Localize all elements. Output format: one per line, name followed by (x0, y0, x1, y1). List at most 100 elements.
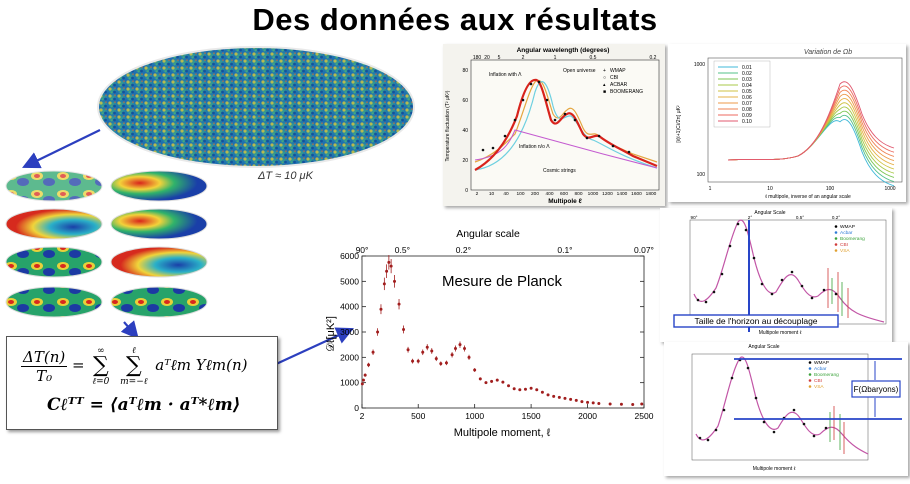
planck-point (597, 401, 601, 405)
planck-point (490, 379, 494, 383)
theory-spectrum-panel: Angular wavelength (degrees) 180 20 5 2 1 0.5… (443, 44, 665, 206)
planck-point (363, 373, 367, 377)
arrow-harmonics-to-formula (120, 320, 139, 340)
planck-point (619, 402, 623, 406)
theory-y-ticks: 0 20 40 60 80 (462, 68, 468, 194)
cl-definition: Cℓᵀᵀ = ⟨aᵀℓm · aᵀ*ℓm⟩ (47, 395, 241, 415)
legend-marker (808, 379, 812, 382)
omega-y-tick-label: 1000 (694, 62, 705, 68)
legend-label: WMAP (840, 224, 855, 230)
omega-legend-label: 0.02 (742, 71, 752, 77)
harmonics-grid (5, 170, 208, 318)
planck-top-tick-label: 0.07° (634, 245, 654, 255)
theory-y-tick-label: 40 (462, 128, 468, 134)
lhs-numerator: ΔT(n) (21, 347, 68, 367)
omega-legend-label: 0.04 (742, 83, 752, 89)
planck-point (444, 361, 448, 365)
omega-legend-label: 0.10 (742, 119, 752, 125)
horizon-top-tick-label: 90° (691, 215, 698, 220)
planck-point (360, 382, 364, 386)
planck-title: Mesure de Planck (442, 273, 563, 290)
planck-points (360, 255, 644, 406)
legend-label: Boomerang (814, 372, 839, 378)
planck-point (507, 384, 511, 388)
planck-point (591, 401, 595, 405)
theory-top-tick-label: 180 (473, 55, 482, 61)
omega-legend: 0.010.020.030.040.050.060.070.080.090.10 (713, 60, 771, 128)
planck-point (379, 307, 383, 311)
page-title: Des données aux résultats (252, 2, 658, 37)
theory-legend-label: CBI (610, 75, 618, 81)
planck-point (425, 345, 429, 349)
omega-curves (727, 81, 895, 187)
legend-label: WMAP (814, 360, 829, 366)
planck-y-tick-label: 6000 (340, 251, 359, 261)
planck-point (367, 363, 371, 367)
sum-over-l: ∞ ∑ ℓ=0 (92, 345, 110, 387)
planck-x-tick-label: 2500 (635, 411, 654, 421)
theory-x-tick-label: 2 (476, 191, 479, 197)
planck-y-ticks: 0 1000 2000 3000 4000 5000 6000 (340, 251, 644, 413)
legend-label: Acbar (814, 366, 827, 372)
planck-point (434, 357, 438, 361)
planck-top-tick-label: 0.5° (395, 245, 410, 255)
legend-label: CBI (840, 242, 848, 248)
theory-legend-label: WMAP (610, 68, 626, 74)
omega-legend-label: 0.06 (742, 95, 752, 101)
planck-point (501, 380, 505, 384)
omega-curve (727, 81, 895, 161)
planck-point (385, 269, 389, 273)
planck-point (458, 343, 462, 347)
omega-title: Variation de Ωb (804, 49, 852, 56)
omega-legend-label: 0.05 (742, 89, 752, 95)
planck-point (631, 402, 635, 406)
planck-top-tick-label: 90° (356, 245, 369, 255)
planck-point (523, 387, 527, 391)
theory-y-tick-label: 60 (462, 98, 468, 104)
legend-marker (808, 373, 812, 376)
cmb-caption: ΔT ≈ 10 μK (257, 170, 314, 182)
theory-top-tick-label: 0.5 (590, 55, 597, 61)
planck-x-ticks: 2 500 1000 1500 2000 2500 (360, 404, 654, 421)
planck-y-tick-label: 5000 (340, 276, 359, 286)
omega-legend-label: 0.03 (742, 77, 752, 83)
harmonic-expansion: ΔT(n) T₀ = ∞ ∑ ℓ=0 ℓ ∑ m=−ℓ aᵀℓm Yℓm(n) (21, 345, 248, 387)
horizon-top-axis-title: Angular Scale (754, 210, 785, 216)
omega-ylabel: [ℓ(ℓ+1)Cℓ/2π] μK² (676, 105, 682, 142)
legend-marker (834, 225, 838, 228)
cosmic-strings-curve (474, 129, 658, 169)
legend-marker (808, 367, 812, 370)
horizon-top-tick-label: 0.2° (832, 215, 840, 220)
planck-point (387, 260, 391, 264)
planck-top-tick-label: 0.2° (456, 245, 471, 255)
omega-variation-panel: Variation de Ωb 0.010.020.030.040.050.06… (668, 44, 906, 202)
omega-legend-box (713, 60, 771, 128)
planck-y-tick-label: 3000 (340, 327, 359, 337)
theory-top-tick-label: 20 (484, 55, 490, 61)
legend-marker (834, 237, 838, 240)
planck-x-tick-label: 1000 (465, 411, 484, 421)
planck-x-tick-label: 500 (411, 411, 425, 421)
planck-ylabel: 𝒟ℓ[μK²] (325, 316, 337, 352)
planck-point (376, 330, 380, 334)
planck-y-tick-label: 2000 (340, 352, 359, 362)
theory-legend: + WMAP ○ CBI ▴ ACBAR ■ BOOMERANG (603, 68, 643, 95)
theory-top-tick-label: 0.2 (650, 55, 657, 61)
planck-chart: Angular scale 90° 0.5° 0.2° 0.1° 0.07° Mesur… (325, 228, 654, 439)
theory-xlabel: Multipole ℓ (548, 198, 582, 205)
planck-point (495, 378, 499, 382)
planck-point (389, 264, 393, 268)
theory-x-tick-label: 1000 (588, 191, 599, 197)
theory-y-tick-label: 80 (462, 68, 468, 74)
planck-y-tick-label: 1000 (340, 378, 359, 388)
planck-point (371, 350, 375, 354)
theory-x-tick-label: 10 (489, 191, 495, 197)
arrow-formula-to-planck (273, 327, 354, 366)
planck-point (463, 346, 467, 350)
planck-point (552, 394, 556, 398)
theory-x-tick-label: 1200 (602, 191, 613, 197)
planck-point (450, 353, 454, 357)
planck-xlabel: Multipole moment, ℓ (454, 427, 551, 439)
planck-point (540, 390, 544, 394)
